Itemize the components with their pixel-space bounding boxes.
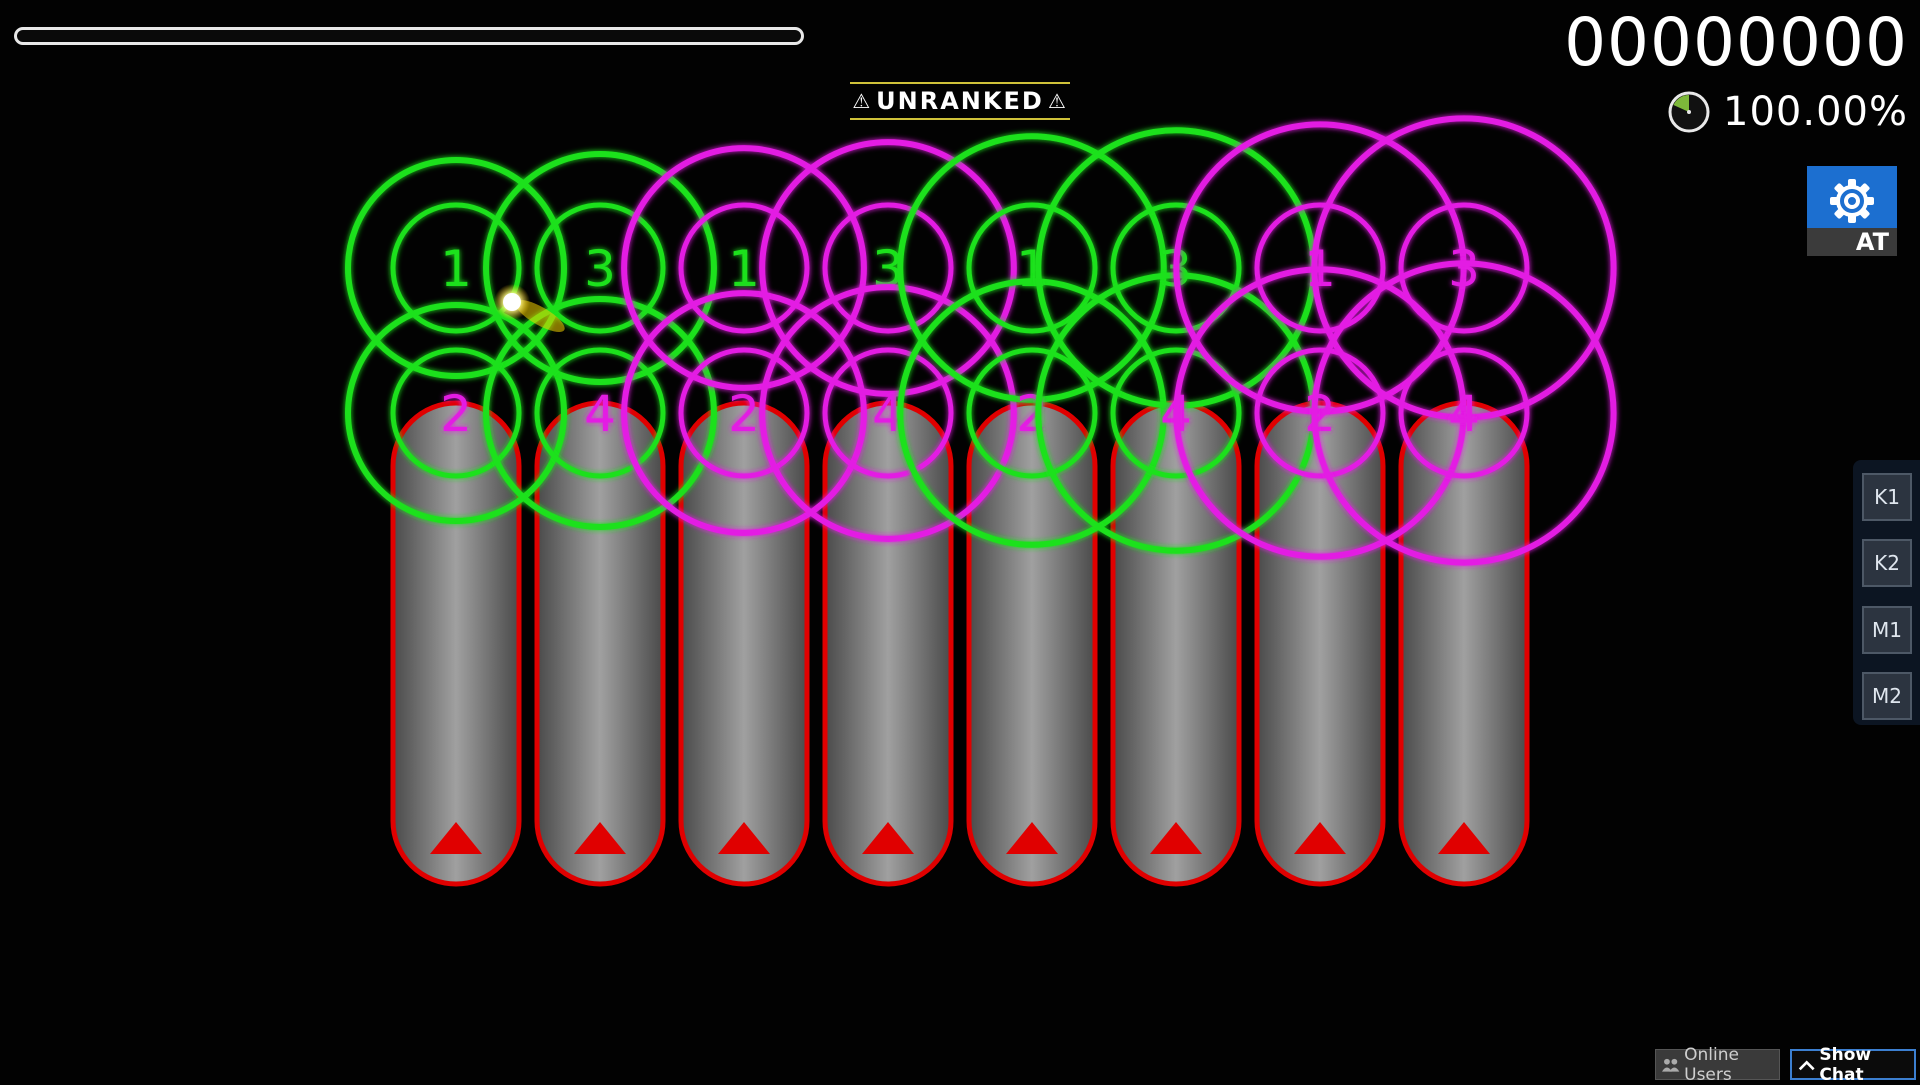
combo-number: 4 — [584, 385, 616, 443]
hit-circle: 3 — [759, 139, 1017, 397]
reverse-arrow-icon — [718, 822, 770, 854]
sliders-layer — [390, 400, 1530, 887]
hit-circle: 1 — [897, 133, 1167, 403]
combo-number: 3 — [1448, 240, 1480, 298]
approach-circle — [897, 133, 1167, 403]
reverse-arrow-icon — [574, 822, 626, 854]
health-bar — [14, 27, 804, 45]
mod-label: AT — [1807, 228, 1897, 256]
users-icon — [1662, 1058, 1680, 1072]
reverse-arrow-icon — [1150, 822, 1202, 854]
hit-circle: 3 — [483, 151, 717, 385]
approach-circle — [1311, 260, 1617, 566]
reverse-arrow-icon — [430, 822, 482, 854]
approach-circle — [1311, 115, 1617, 421]
warning-icon: ⚠ — [852, 89, 873, 113]
slider-body — [1110, 400, 1242, 887]
hit-circle: 4 — [1311, 260, 1617, 566]
approach-circle — [759, 284, 1017, 542]
slider-body — [678, 400, 810, 887]
combo-number: 4 — [1448, 385, 1480, 443]
slider-body — [822, 400, 954, 887]
cursor — [494, 284, 565, 333]
combo-number: 2 — [1016, 385, 1048, 443]
approach-circle — [759, 139, 1017, 397]
hit-circle: 2 — [345, 302, 567, 524]
score-display: 00000000 — [1564, 4, 1908, 81]
approach-circle — [897, 278, 1167, 548]
unranked-banner: ⚠ UNRANKED ⚠ — [850, 82, 1070, 120]
approach-circle — [1173, 121, 1467, 415]
approach-circle — [345, 157, 567, 379]
slider-body — [1254, 400, 1386, 887]
key-k2: K2 — [1862, 539, 1912, 587]
slider-body — [966, 400, 1098, 887]
warning-icon: ⚠ — [1047, 89, 1068, 113]
slider-body — [390, 400, 522, 887]
reverse-arrow-icon — [862, 822, 914, 854]
accuracy-text: 100.00% — [1723, 89, 1908, 135]
gear-icon — [1830, 179, 1874, 223]
combo-number: 3 — [584, 240, 616, 298]
accuracy-display: 100.00% — [1667, 88, 1908, 136]
approach-circle — [345, 302, 567, 524]
combo-number: 2 — [728, 385, 760, 443]
chevron-up-icon — [1798, 1060, 1815, 1070]
show-chat-button[interactable]: Show Chat — [1790, 1045, 1916, 1085]
approach-circle — [1173, 266, 1467, 560]
show-chat-label: Show Chat — [1819, 1044, 1872, 1085]
hit-circle: 3 — [1311, 115, 1617, 421]
reverse-arrow-icon — [1438, 822, 1490, 854]
hit-circle: 2 — [1173, 266, 1467, 560]
approach-circle — [483, 151, 717, 385]
key-m1: M1 — [1862, 606, 1912, 654]
key-k1: K1 — [1862, 473, 1912, 521]
hit-circle: 2 — [897, 278, 1167, 548]
reverse-arrow-icon — [1294, 822, 1346, 854]
mod-autoplay-badge: AT — [1807, 166, 1897, 256]
combo-number: 1 — [440, 240, 472, 298]
key-m2: M2 — [1862, 672, 1912, 720]
hit-circle: 4 — [483, 296, 717, 530]
unranked-label: UNRANKED — [876, 87, 1044, 115]
combo-number: 2 — [1304, 385, 1336, 443]
combo-number: 2 — [440, 385, 472, 443]
online-users-button[interactable]: Online Users — [1655, 1045, 1780, 1085]
hit-circle: 2 — [621, 290, 867, 536]
reverse-arrow-icon — [1006, 822, 1058, 854]
key-overlay: K1 K2 M1 M2 — [1853, 460, 1920, 725]
hit-circle: 1 — [621, 145, 867, 391]
combo-number: 1 — [1016, 240, 1048, 298]
combo-number: 1 — [728, 240, 760, 298]
approach-circle — [483, 296, 717, 530]
hit-circle: 1 — [345, 157, 567, 379]
approach-circle — [621, 145, 867, 391]
approach-circle — [621, 290, 867, 536]
online-users-label: Online Users — [1684, 1044, 1739, 1085]
accuracy-progress-pie-icon — [1668, 91, 1710, 133]
